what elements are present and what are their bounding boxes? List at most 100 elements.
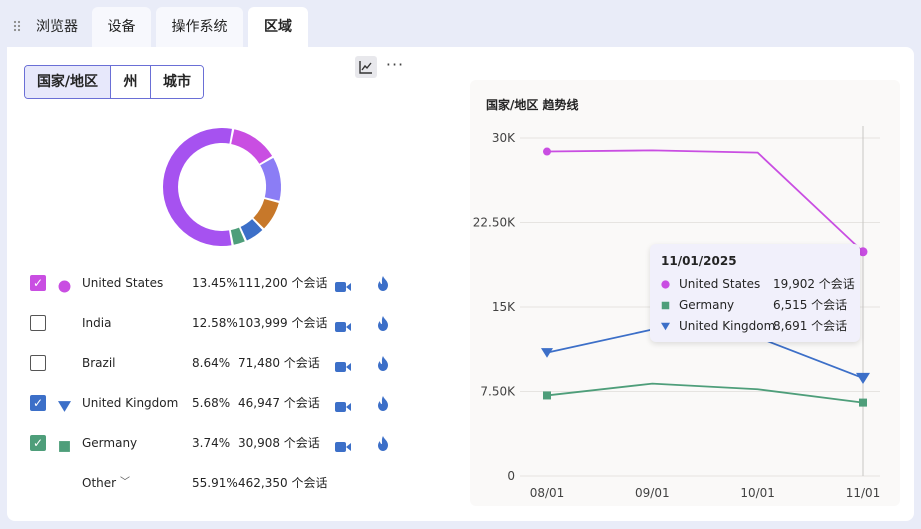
data-point[interactable] [856, 372, 870, 385]
chart-tooltip: 11/01/2025 United States 19,902 个会话 German… [650, 244, 860, 342]
tooltip-row: United Kingdom 8,691 个会话 [661, 317, 856, 335]
segment-city[interactable]: 城市 [151, 66, 203, 98]
heatmap-icon[interactable] [377, 275, 389, 299]
session-replay-icon[interactable] [335, 357, 351, 381]
segment-state[interactable]: 州 [111, 66, 151, 98]
square-marker-icon [661, 301, 670, 310]
heatmap-icon[interactable] [377, 315, 389, 339]
legend-row: Other ﹀ 55.91% 462,350 个会话 [27, 471, 407, 495]
legend-percent: 13.45% [192, 276, 238, 290]
series-marker [58, 437, 71, 461]
legend-sessions: 71,480 个会话 [238, 356, 320, 370]
data-point[interactable] [859, 398, 867, 407]
tooltip-date: 11/01/2025 [661, 254, 737, 268]
data-point[interactable] [541, 348, 553, 358]
tab-os[interactable]: 操作系统 [156, 7, 243, 47]
legend-checkbox[interactable]: ✓ [30, 435, 46, 451]
legend-name: United Kingdom [82, 396, 179, 410]
legend-sessions: 30,908 个会话 [238, 436, 320, 450]
region-level-switch: 国家/地区 州 城市 [24, 65, 204, 99]
data-point[interactable] [543, 391, 551, 400]
tab-region[interactable]: 区域 [248, 7, 308, 47]
legend-sessions: 111,200 个会话 [238, 276, 328, 290]
tooltip-value: 6,515 个会话 [773, 298, 848, 312]
legend-name: Germany [82, 436, 138, 450]
tooltip-value: 8,691 个会话 [773, 319, 848, 333]
line-chart-icon [359, 61, 372, 74]
donut-slice[interactable] [253, 198, 279, 229]
data-point[interactable] [858, 247, 868, 257]
legend-percent: 12.58% [192, 316, 238, 330]
square-marker-icon [59, 441, 70, 452]
series-marker [58, 397, 71, 421]
trend-card: 国家/地区 趋势线 0 7.50K 15K 22.50K 30K 08/01 09/01 10… [470, 80, 900, 506]
legend-row: India 12.58% 103,999 个会话 [27, 311, 407, 335]
tooltip-row: Germany 6,515 个会话 [661, 296, 856, 314]
trend-title: 国家/地区 趋势线 [486, 98, 579, 112]
donut-slice[interactable] [162, 127, 232, 246]
donut-slice[interactable] [230, 227, 245, 245]
heatmap-icon[interactable] [377, 395, 389, 419]
legend-name: Brazil [82, 356, 116, 370]
segment-country[interactable]: 国家/地区 [25, 66, 111, 98]
legend-checkbox[interactable]: ✓ [30, 395, 46, 411]
triangle-marker-icon [58, 401, 71, 412]
drag-handle-icon[interactable] [13, 20, 21, 32]
legend-sessions: 462,350 个会话 [238, 476, 328, 490]
session-replay-icon[interactable] [335, 277, 351, 301]
y-tick-label: 7.50K [480, 385, 516, 399]
legend-row: ✓ United States 13.45% 111,200 个会话 [27, 271, 407, 295]
chevron-down-icon[interactable]: ﹀ [120, 477, 130, 488]
x-tick-label: 10/01 [740, 486, 775, 500]
tab-bar: 浏览器 设备 操作系统 区域 [0, 0, 921, 47]
session-replay-icon[interactable] [335, 397, 351, 421]
more-options-button[interactable]: ··· [385, 55, 405, 74]
tooltip-series-name: United States [679, 277, 761, 291]
legend-row: Brazil 8.64% 71,480 个会话 [27, 351, 407, 375]
legend-checkbox[interactable] [30, 315, 46, 331]
region-panel: 国家/地区 州 城市 ··· ✓ United States 13.45% 111,2… [7, 47, 914, 521]
tab-browser[interactable]: 浏览器 [36, 19, 78, 35]
legend-percent: 3.74% [192, 436, 231, 450]
heatmap-icon[interactable] [377, 435, 389, 459]
legend-checkbox[interactable]: ✓ [30, 275, 46, 291]
legend-name: India [82, 316, 112, 330]
legend-checkbox[interactable] [30, 355, 46, 371]
chart-view-button[interactable] [355, 56, 377, 78]
session-replay-icon[interactable] [335, 437, 351, 461]
circle-marker-icon [661, 280, 670, 289]
x-tick-label: 11/01 [846, 486, 881, 500]
legend-percent: 8.64% [192, 356, 231, 370]
x-tick-label: 09/01 [635, 486, 670, 500]
legend-percent: 5.68% [192, 396, 231, 410]
series-line[interactable] [546, 382, 864, 404]
session-replay-icon[interactable] [335, 317, 351, 341]
series-marker [58, 277, 71, 301]
tooltip-value: 19,902 个会话 [773, 277, 855, 291]
donut-slice[interactable] [231, 129, 273, 164]
legend-sessions: 103,999 个会话 [238, 316, 328, 330]
x-tick-label: 08/01 [530, 486, 565, 500]
data-point[interactable] [543, 147, 551, 156]
circle-marker-icon [58, 280, 71, 293]
heatmap-icon[interactable] [377, 355, 389, 379]
tab-device[interactable]: 设备 [92, 7, 151, 47]
legend-percent: 55.91% [192, 476, 238, 490]
legend-name[interactable]: Other [82, 476, 117, 490]
tooltip-series-name: United Kingdom [679, 319, 776, 333]
donut-slice[interactable] [260, 157, 281, 201]
legend-row: ✓ Germany 3.74% 30,908 个会话 [27, 431, 407, 455]
triangle-marker-icon [661, 322, 670, 331]
tooltip-row: United States 19,902 个会话 [661, 275, 856, 293]
y-tick-label: 15K [492, 300, 516, 314]
y-tick-label: 30K [492, 131, 516, 145]
legend-row: ✓ United Kingdom 5.68% 46,947 个会话 [27, 391, 407, 415]
series-line[interactable] [546, 149, 864, 253]
legend-sessions: 46,947 个会话 [238, 396, 320, 410]
legend-name: United States [82, 276, 164, 290]
donut-chart [162, 127, 281, 246]
y-tick-label: 0 [507, 469, 515, 483]
y-tick-label: 22.50K [473, 216, 516, 230]
donut-slice[interactable] [240, 219, 263, 241]
tooltip-series-name: Germany [679, 298, 735, 312]
